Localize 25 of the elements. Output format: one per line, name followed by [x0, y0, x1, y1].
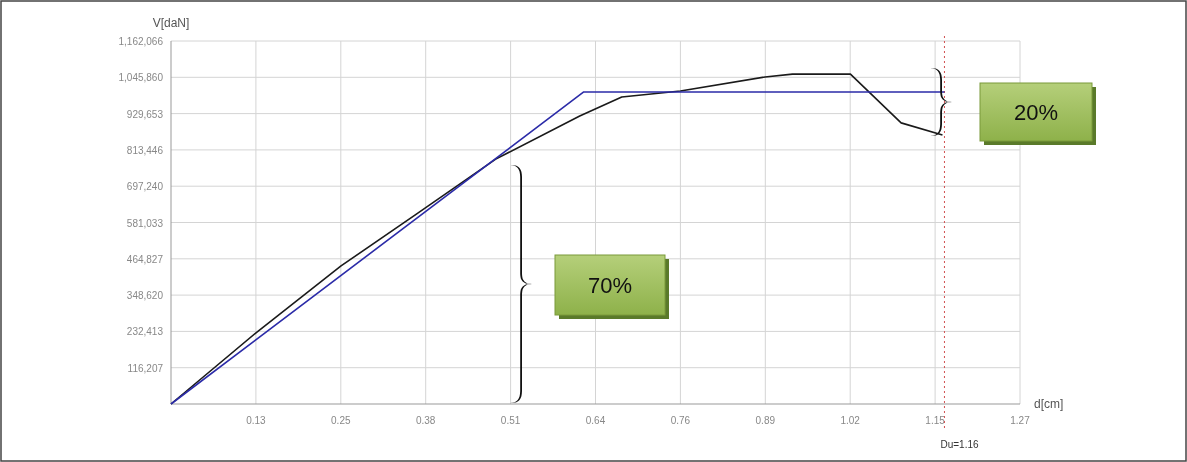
- y-tick-label: 116,207: [127, 362, 164, 374]
- annotation: 20%: [1013, 100, 1059, 125]
- annotation: 70%: [587, 273, 633, 298]
- x-tick-label: 1.27: [1010, 415, 1031, 426]
- y-tick-label: 232,413: [126, 326, 164, 338]
- x-tick-label: 0.89: [755, 415, 776, 426]
- x-tick-label: 1.15: [925, 415, 946, 426]
- x-tick-label: 1.02: [840, 415, 861, 426]
- y-tick-label: 1,045,860: [118, 72, 164, 84]
- y-tick-label: 813,446: [126, 144, 164, 156]
- y-tick-label: 929,653: [126, 108, 164, 120]
- x-axis-title: d[cm]: [1034, 397, 1064, 411]
- ref-line-label: Du=1.16: [940, 439, 979, 450]
- y-axis-title: V[daN]: [152, 16, 190, 30]
- x-tick-label: 0.76: [670, 415, 691, 426]
- x-tick-label: 0.25: [331, 415, 351, 426]
- x-tick-label: 0.51: [500, 415, 521, 426]
- y-tick-label: 581,033: [126, 217, 164, 229]
- y-tick-label: 1,162,066: [118, 36, 164, 47]
- y-tick-label: 464,827: [126, 253, 164, 265]
- x-tick-label: 0.38: [415, 415, 436, 426]
- x-tick-label: 0.64: [585, 415, 606, 426]
- y-tick-label: 348,620: [126, 290, 164, 302]
- x-tick-label: 0.13: [246, 415, 267, 426]
- y-tick-label: 697,240: [126, 181, 164, 193]
